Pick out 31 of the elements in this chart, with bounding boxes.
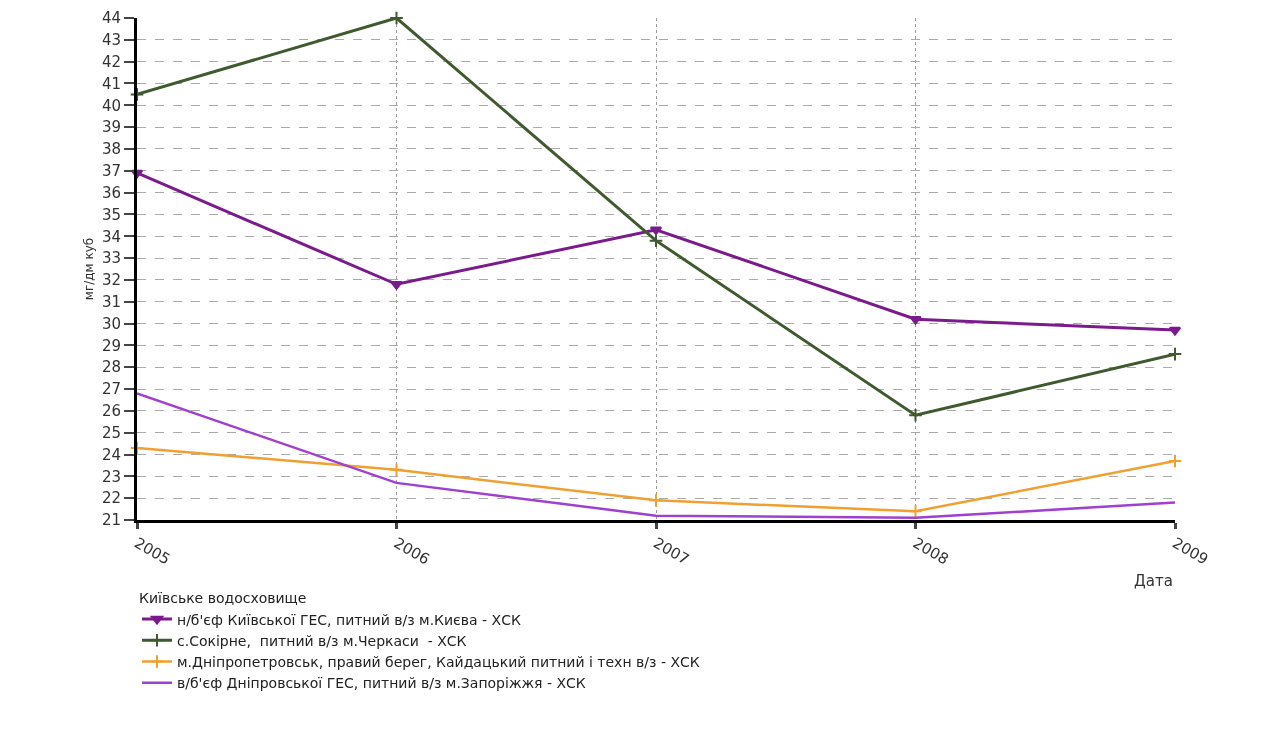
y-tick-label: 24 [101,445,121,464]
y-tick-label: 42 [101,52,121,71]
y-tick-label: 38 [101,140,121,159]
legend-label: в/б'єф Дніпровської ГЕС, питний в/з м.Запоріжжя - ХСК [177,675,586,692]
y-tick-label: 43 [101,31,121,50]
legend-label: н/б'єф Київської ГЕС, питний в/з м.Києва - ХСК [177,611,521,628]
y-tick-label: 36 [101,183,121,202]
legend-label: с.Сокірне, питний в/з м.Черкаси - ХСК [177,632,467,649]
y-tick-label: 44 [101,9,121,28]
y-tick-label: 22 [101,489,121,508]
y-axis-title: мг/дм куб [82,237,97,301]
y-tick-label: 40 [101,96,121,115]
y-tick-label: 33 [101,249,121,268]
y-tick-label: 21 [101,511,121,530]
y-tick-label: 28 [101,358,121,377]
y-tick-label: 37 [101,162,121,181]
y-tick-label: 25 [101,423,121,442]
y-tick-label: 35 [101,205,121,224]
y-tick-label: 26 [101,402,121,421]
y-tick-label: 32 [101,271,121,290]
legend-label: м.Дніпропетровськ, правий берег, Кайдацький питний і техн в/з - ХСК [177,653,700,670]
y-tick-label: 30 [101,314,121,333]
y-tick-label: 23 [101,467,121,486]
legend-title: Київське водосховище [139,590,307,607]
y-tick-label: 31 [101,292,121,311]
y-tick-label: 39 [101,118,121,137]
y-tick-label: 34 [101,227,121,246]
y-tick-label: 27 [101,380,121,399]
x-axis-title: Дата [1134,572,1173,590]
y-tick-label: 29 [101,336,121,355]
y-tick-label: 41 [101,74,121,93]
